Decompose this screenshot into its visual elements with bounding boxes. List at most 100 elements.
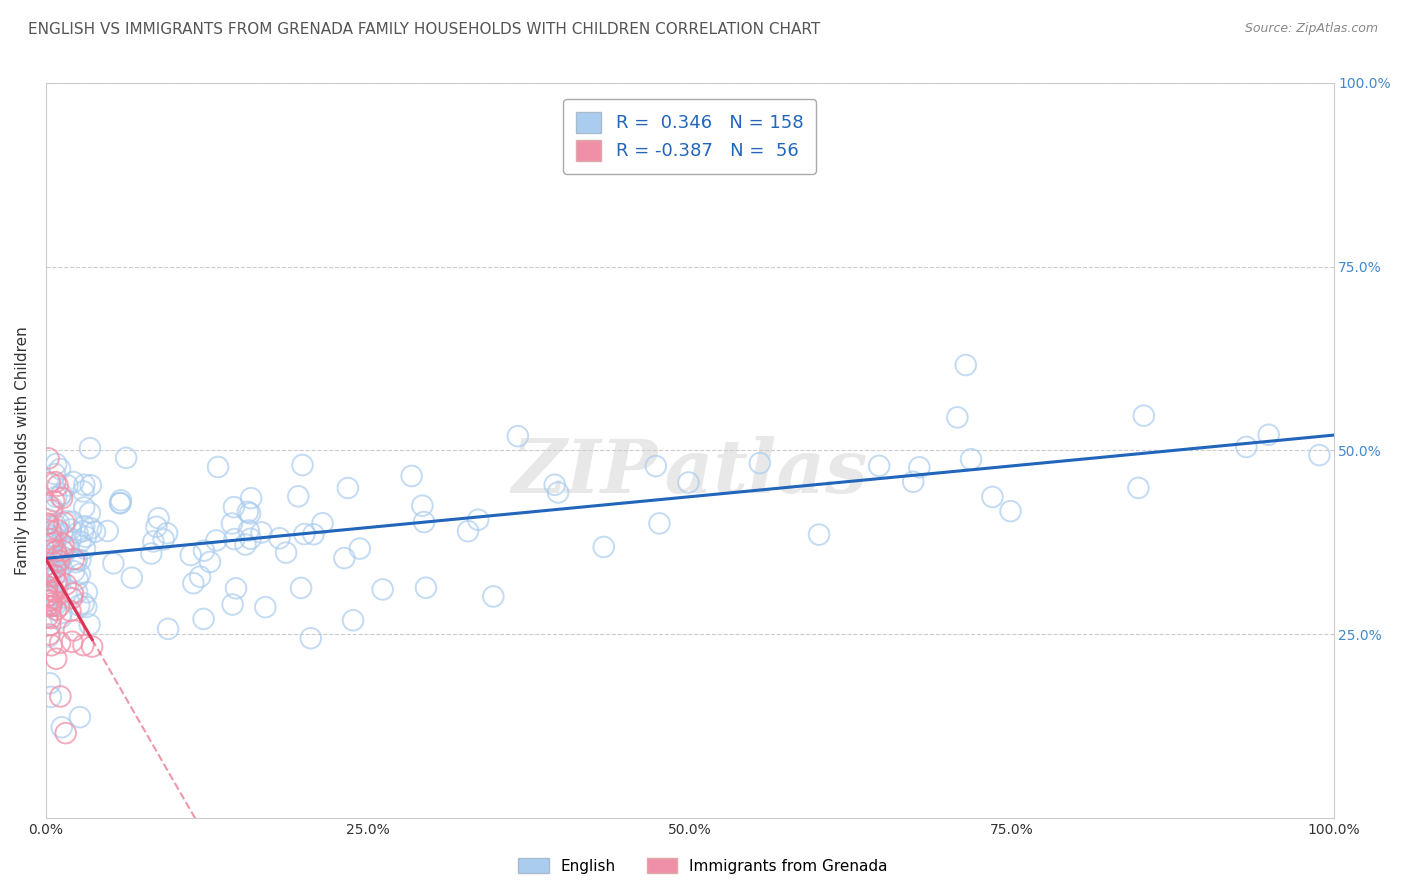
Point [49,610,72,624]
Point [482,590,505,604]
Point [76,585,98,599]
Text: ENGLISH VS IMMIGRANTS FROM GRENADA FAMILY HOUSEHOLDS WITH CHILDREN CORRELATION C: ENGLISH VS IMMIGRANTS FROM GRENADA FAMIL… [28,22,820,37]
Point [59,604,82,618]
Point [235,537,257,551]
Point [103,557,125,571]
Point [38,540,60,554]
Point [908,460,931,475]
Point [55,577,77,591]
Point [51,527,73,541]
Point [46,478,69,492]
Point [59,523,82,537]
Point [678,475,700,490]
Point [148,511,170,525]
Point [41,503,63,517]
Point [342,613,364,627]
Point [38,676,60,690]
Point [69,553,91,567]
Point [39,566,62,580]
Point [333,551,356,566]
Point [48,555,70,569]
Point [45,576,67,591]
Point [65,555,87,569]
Point [39,562,62,576]
Point [193,543,215,558]
Point [97,524,120,538]
Point [46,553,69,567]
Point [39,524,62,539]
Point [1000,504,1022,518]
Point [62,552,84,566]
Point [62,586,84,600]
Point [238,524,260,538]
Point [239,507,262,521]
Point [37,536,59,550]
Point [69,710,91,724]
Point [292,527,315,541]
Point [981,490,1004,504]
Point [62,475,84,489]
Point [48,566,70,580]
Point [180,548,202,562]
Text: Source: ZipAtlas.com: Source: ZipAtlas.com [1244,22,1378,36]
Point [44,535,66,549]
Point [73,597,96,611]
Point [142,534,165,549]
Point [52,538,75,552]
Point [274,546,297,560]
Point [63,564,86,578]
Point [45,490,67,504]
Point [38,451,60,466]
Point [39,570,62,584]
Point [37,580,59,594]
Point [1128,481,1150,495]
Point [41,529,63,543]
Point [49,636,72,650]
Point [75,599,97,614]
Point [55,514,77,528]
Point [224,532,246,546]
Point [73,519,96,533]
Point [79,506,101,520]
Point [80,478,103,492]
Point [63,624,86,638]
Point [44,544,66,558]
Point [72,484,94,499]
Point [45,524,67,539]
Point [79,441,101,455]
Point [52,544,75,558]
Point [868,458,890,473]
Point [48,599,70,613]
Point [222,500,245,515]
Point [69,567,91,582]
Point [39,599,62,614]
Point [82,640,104,654]
Point [37,512,59,526]
Point [39,690,62,704]
Point [254,600,277,615]
Point [51,606,73,620]
Point [37,516,59,531]
Point [51,549,73,564]
Point [644,459,666,474]
Point [48,553,70,567]
Point [38,499,60,513]
Point [45,457,67,471]
Point [60,515,83,529]
Point [152,533,174,547]
Point [49,462,72,476]
Point [41,563,63,577]
Point [198,555,221,569]
Point [59,532,82,546]
Point [73,500,96,515]
Point [299,632,322,646]
Point [69,534,91,549]
Point [1234,440,1257,454]
Point [42,582,65,597]
Point [748,456,770,470]
Point [207,460,229,475]
Point [45,531,67,545]
Point [287,489,309,503]
Point [37,589,59,603]
Point [901,475,924,489]
